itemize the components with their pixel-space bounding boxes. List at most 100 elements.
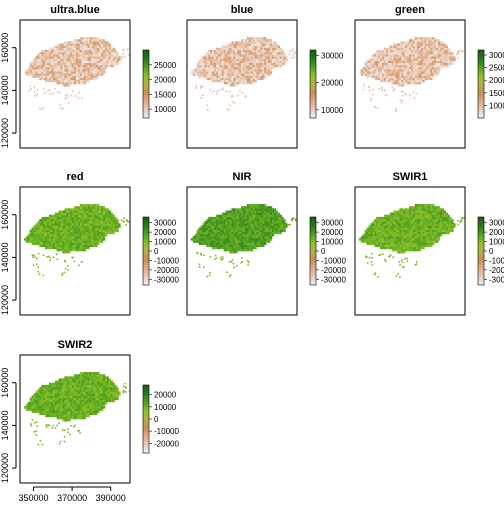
raster-cell (385, 94, 387, 96)
raster-cell (239, 213, 241, 215)
raster-cell (222, 215, 224, 217)
raster-cell (372, 94, 374, 96)
raster-cell (226, 225, 228, 227)
raster-cell (70, 236, 72, 238)
raster-cell (392, 236, 394, 238)
raster-cell (380, 80, 382, 82)
raster-cell (388, 215, 390, 217)
raster-cell (266, 215, 268, 217)
raster-cell (440, 56, 442, 58)
raster-cell (399, 67, 401, 69)
raster-cell (376, 240, 378, 242)
raster-cell (49, 89, 51, 91)
raster-cell (37, 61, 39, 63)
raster-cell (438, 232, 440, 234)
raster-cell (369, 61, 371, 63)
raster-cell (239, 41, 241, 43)
raster-cell (235, 219, 237, 221)
raster-cell (256, 56, 258, 58)
raster-cell (49, 257, 51, 259)
raster-cell (382, 219, 384, 221)
raster-cell (264, 204, 266, 206)
raster-cell (432, 71, 434, 73)
raster-cell (399, 230, 401, 232)
raster-cell (78, 71, 80, 73)
raster-cell (39, 219, 41, 221)
raster-cell (210, 61, 212, 63)
raster-cell (392, 58, 394, 60)
raster-cell (413, 52, 415, 54)
raster-cell (220, 219, 222, 221)
raster-cell (384, 73, 386, 75)
raster-cell (202, 75, 204, 77)
raster-cell (397, 251, 399, 253)
raster-cell (255, 234, 257, 236)
raster-cell (64, 221, 66, 223)
raster-cell (407, 217, 409, 219)
raster-cell (37, 223, 39, 225)
raster-cell (397, 61, 399, 63)
raster-cell (82, 39, 84, 41)
raster-cell (260, 50, 262, 52)
raster-cell (116, 221, 118, 223)
raster-cell (103, 213, 105, 215)
raster-cell (260, 46, 262, 48)
raster-cell (262, 228, 264, 230)
raster-cell (403, 63, 405, 65)
raster-cell (231, 219, 233, 221)
raster-cell (423, 247, 425, 249)
raster-cell (202, 228, 204, 230)
raster-cell (80, 65, 82, 67)
raster-cell (53, 54, 55, 56)
raster-cell (401, 54, 403, 56)
raster-cell (233, 84, 235, 86)
raster-cell (411, 213, 413, 215)
raster-cell (118, 56, 120, 58)
raster-cell (204, 67, 206, 69)
raster-cell (434, 54, 436, 56)
raster-cell (89, 58, 91, 60)
raster-cell (450, 217, 452, 219)
raster-cell (247, 247, 249, 249)
raster-cell (401, 240, 403, 242)
raster-cell (260, 208, 262, 210)
raster-cell (103, 69, 105, 71)
raster-cell (62, 69, 64, 71)
raster-cell (440, 215, 442, 217)
raster-cell (220, 247, 222, 249)
raster-cell (64, 78, 66, 80)
raster-cell (241, 206, 243, 208)
raster-cell (91, 65, 93, 67)
raster-cell (237, 219, 239, 221)
raster-cell (70, 225, 72, 227)
raster-cell (415, 223, 417, 225)
raster-cell (97, 230, 99, 232)
raster-cell (47, 71, 49, 73)
raster-cell (103, 206, 105, 208)
raster-cell (93, 69, 95, 71)
raster-cell (55, 228, 57, 230)
raster-cell (424, 78, 426, 80)
raster-cell (202, 232, 204, 234)
raster-cell (91, 63, 93, 65)
raster-cell (64, 82, 66, 84)
raster-cell (426, 215, 428, 217)
raster-cell (264, 63, 266, 65)
raster-cell (66, 234, 68, 236)
raster-cell (197, 232, 199, 234)
raster-cell (426, 225, 428, 227)
raster-cell (34, 75, 36, 77)
raster-cell (415, 232, 417, 234)
raster-cell (34, 256, 36, 258)
raster-cell (88, 215, 90, 217)
raster-cell (396, 230, 398, 232)
raster-cell (372, 73, 374, 75)
raster-cell (193, 71, 195, 73)
raster-cell (399, 240, 401, 242)
raster-cell (195, 236, 197, 238)
raster-cell (426, 73, 428, 75)
raster-cell (195, 240, 197, 242)
raster-cell (253, 230, 255, 232)
raster-cell (82, 52, 84, 54)
raster-cell (212, 232, 214, 234)
